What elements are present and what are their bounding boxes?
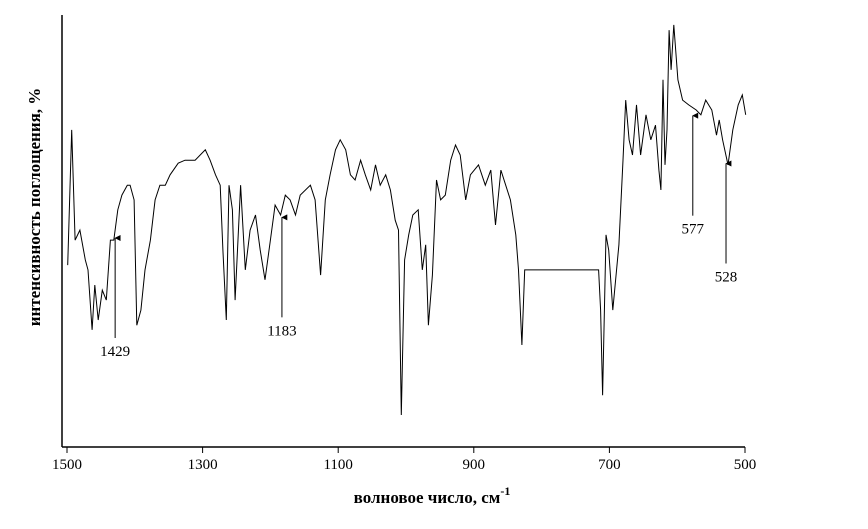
x-axis-label-superscript: -1 xyxy=(500,484,510,498)
x-tick-label: 1300 xyxy=(188,457,218,473)
spectrum-line xyxy=(67,24,747,416)
y-axis-label: интенсивность поглощения, % xyxy=(25,88,44,327)
x-tick-label: 900 xyxy=(463,457,486,473)
x-axis-label: волновое число, см-1 xyxy=(354,484,511,507)
x-axis-label-text: волновое число, см xyxy=(354,488,501,507)
annotation-label: 528 xyxy=(715,270,738,286)
annotation-label: 1183 xyxy=(267,323,296,339)
x-tick-label: 700 xyxy=(598,457,621,473)
x-tick-label: 1500 xyxy=(52,457,82,473)
x-tick-label: 1100 xyxy=(323,457,352,473)
x-tick-label: 500 xyxy=(734,457,757,473)
annotation-label: 577 xyxy=(682,222,705,238)
annotation-label: 1429 xyxy=(100,344,130,360)
